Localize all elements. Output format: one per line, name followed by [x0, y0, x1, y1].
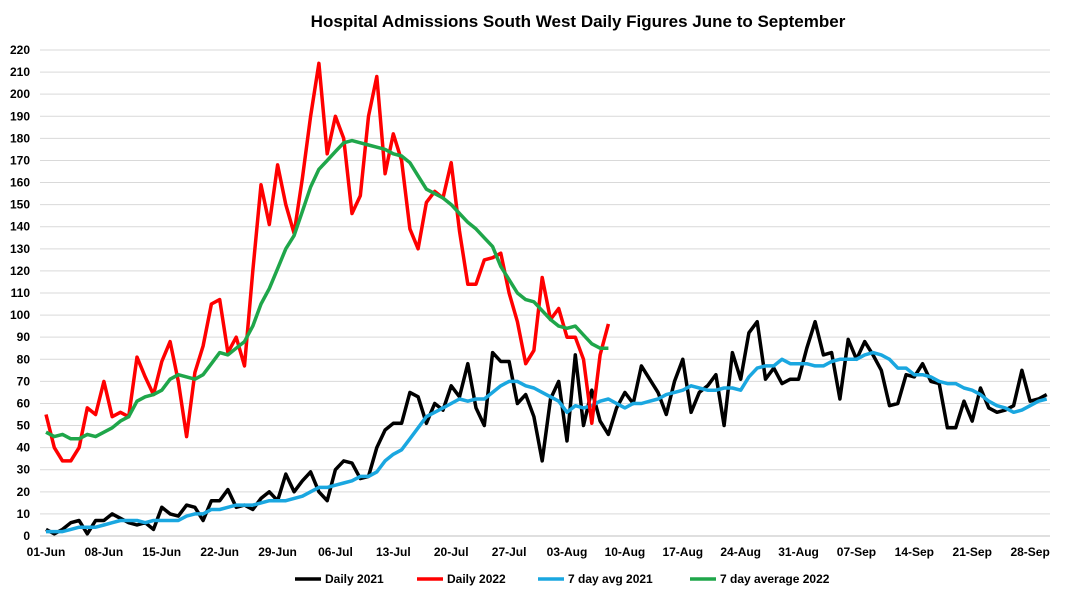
legend-label: 7 day avg 2021	[568, 572, 653, 586]
series-line-daily-2022	[44, 61, 611, 463]
y-tick-label: 210	[10, 65, 30, 79]
x-tick-label: 22-Jun	[200, 545, 239, 559]
x-tick-label: 20-Jul	[434, 545, 469, 559]
x-tick-label: 07-Sep	[837, 545, 876, 559]
y-tick-label: 140	[10, 220, 30, 234]
y-tick-label: 220	[10, 43, 30, 57]
legend-label: 7 day average 2022	[720, 572, 830, 586]
x-tick-label: 24-Aug	[720, 545, 761, 559]
y-tick-label: 120	[10, 264, 30, 278]
y-tick-label: 160	[10, 176, 30, 190]
legend-item: 7 day average 2022	[690, 572, 830, 586]
x-tick-label: 15-Jun	[142, 545, 181, 559]
chart-title: Hospital Admissions South West Daily Fig…	[311, 12, 846, 31]
legend-label: Daily 2021	[325, 572, 384, 586]
legend-item: 7 day avg 2021	[538, 572, 653, 586]
legend-item: Daily 2022	[417, 572, 506, 586]
series-line-7-day-average-2022	[45, 138, 609, 441]
y-tick-label: 60	[17, 396, 31, 410]
legend-label: Daily 2022	[447, 572, 506, 586]
y-tick-label: 10	[17, 507, 31, 521]
x-tick-label: 31-Aug	[778, 545, 819, 559]
x-tick-label: 21-Sep	[953, 545, 992, 559]
y-tick-label: 30	[17, 463, 31, 477]
y-tick-label: 80	[17, 352, 31, 366]
x-tick-label: 08-Jun	[85, 545, 124, 559]
series-line-7-day-avg-2021	[46, 350, 1048, 534]
x-tick-label: 14-Sep	[895, 545, 934, 559]
y-tick-label: 110	[11, 286, 31, 300]
x-tick-label: 10-Aug	[605, 545, 646, 559]
legend-item: Daily 2021	[295, 572, 384, 586]
y-tick-label: 180	[10, 131, 30, 145]
x-tick-label: 03-Aug	[547, 545, 588, 559]
x-tick-label: 17-Aug	[662, 545, 703, 559]
y-tick-label: 100	[10, 308, 30, 322]
y-tick-label: 170	[10, 153, 30, 167]
y-tick-label: 40	[17, 441, 31, 455]
y-tick-label: 200	[10, 87, 30, 101]
x-tick-label: 29-Jun	[258, 545, 297, 559]
y-tick-label: 20	[17, 485, 31, 499]
y-tick-label: 130	[10, 242, 30, 256]
y-tick-label: 90	[17, 330, 31, 344]
x-tick-label: 27-Jul	[492, 545, 527, 559]
y-tick-label: 50	[17, 419, 31, 433]
x-tick-label: 01-Jun	[27, 545, 66, 559]
x-tick-label: 28-Sep	[1010, 545, 1049, 559]
x-tick-label: 06-Jul	[318, 545, 353, 559]
y-tick-label: 190	[10, 109, 30, 123]
y-tick-label: 70	[17, 374, 31, 388]
series-line-daily-2021	[45, 319, 1048, 536]
y-tick-label: 0	[23, 529, 30, 543]
y-tick-label: 150	[10, 198, 30, 212]
x-tick-label: 13-Jul	[376, 545, 411, 559]
